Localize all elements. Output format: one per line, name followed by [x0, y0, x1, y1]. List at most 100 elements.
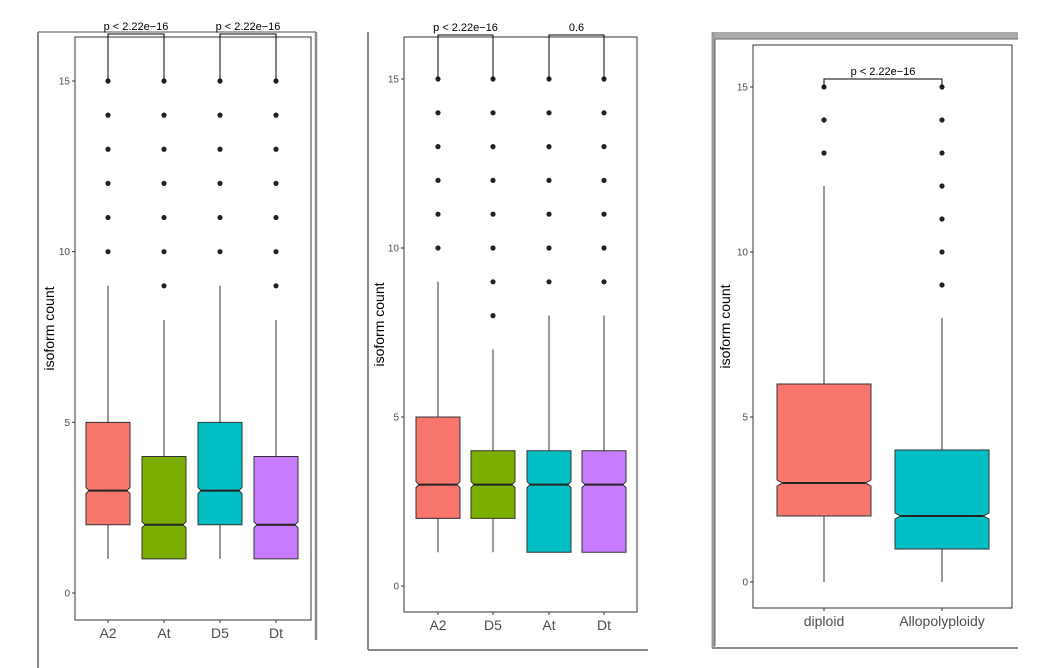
y-tick-label: 10	[737, 248, 749, 259]
outlier-point	[939, 117, 945, 123]
bracket-line	[548, 34, 605, 79]
x-tick-label: D5	[484, 617, 502, 633]
outlier-point	[601, 110, 607, 116]
outlier-point	[939, 150, 945, 156]
outlier-point	[821, 117, 827, 123]
y-axis-title: isoform count	[717, 284, 733, 368]
outlier-point	[273, 146, 279, 152]
x-tick-label: At	[157, 625, 170, 641]
outlier-point	[273, 112, 279, 118]
box-Dt	[581, 76, 627, 553]
x-tick-label: diploid	[804, 613, 844, 629]
x-tick-label: A2	[429, 617, 446, 633]
x-tick-label: Dt	[269, 625, 283, 641]
y-tick-label: 15	[388, 75, 400, 86]
outlier-point	[490, 279, 496, 285]
outlier-point	[939, 282, 945, 288]
box-body	[776, 383, 872, 517]
box-A2	[85, 78, 131, 559]
outlier-point	[161, 214, 167, 221]
y-tick-label: 0	[64, 589, 70, 600]
y-axis-title: isoform count	[41, 286, 57, 370]
outlier-point	[546, 279, 552, 285]
y-tick-label: 15	[59, 77, 71, 88]
outlier-point	[105, 146, 111, 152]
p-value-label: p < 2.22e−16	[433, 22, 498, 34]
y-tick-label: 15	[737, 83, 749, 94]
bracket-line	[437, 34, 494, 79]
comparison-bracket: p < 2.22e−16	[104, 21, 169, 81]
outlier-point	[601, 279, 607, 285]
p-value-label: p < 2.22e−16	[104, 21, 169, 33]
y-tick-label: 0	[393, 582, 399, 593]
x-tick-label: Allopolyploidy	[899, 613, 985, 629]
box-At	[526, 76, 572, 553]
comparison-bracket: p < 2.22e−16	[433, 22, 498, 79]
y-tick-label: 5	[64, 418, 70, 429]
box-D5	[470, 76, 516, 553]
box-body	[894, 449, 990, 550]
box-body	[141, 455, 187, 560]
outlier-point	[435, 144, 441, 150]
x-tick-label: At	[542, 617, 555, 633]
outlier-point	[105, 214, 111, 221]
outlier-point	[273, 180, 279, 186]
outlier-point	[546, 177, 552, 183]
outlier-point	[435, 211, 441, 217]
outlier-point	[161, 112, 167, 118]
box-body	[581, 450, 627, 553]
x-tick-label: A2	[99, 625, 116, 641]
outlier-point	[161, 146, 167, 152]
outlier-point	[217, 249, 223, 255]
y-axis-title: isoform count	[371, 282, 387, 366]
box-body	[415, 416, 461, 519]
x-tick-label: Dt	[597, 617, 611, 633]
outlier-point	[601, 245, 607, 251]
outlier-point	[161, 283, 167, 289]
outlier-point	[546, 144, 552, 150]
outlier-point	[435, 110, 441, 116]
outlier-point	[546, 110, 552, 116]
box-Allopolyploidy	[894, 84, 990, 582]
outlier-point	[490, 177, 496, 183]
outlier-point	[217, 180, 223, 186]
chart-panel-1: 0 5 10 15 isoform count A2 At D5 Dt p < 2.22e−16 p…	[37, 21, 318, 668]
box-body	[253, 455, 299, 560]
outlier-point	[105, 112, 111, 118]
y-tick-label: 10	[388, 244, 400, 255]
outlier-point	[217, 146, 223, 152]
y-tick-label: 5	[742, 413, 748, 424]
outlier-point	[273, 214, 279, 221]
box-Dt	[253, 78, 299, 560]
outlier-point	[161, 180, 167, 186]
box-diploid	[776, 84, 872, 582]
outlier-point	[601, 177, 607, 183]
p-value-label: p < 2.22e−16	[851, 66, 916, 78]
outlier-point	[490, 144, 496, 150]
outlier-point	[546, 211, 552, 217]
box-body	[85, 421, 131, 526]
bracket-line	[823, 78, 943, 87]
outlier-point	[490, 211, 496, 217]
outlier-point	[939, 249, 945, 255]
outlier-point	[939, 183, 945, 189]
outlier-point	[601, 144, 607, 150]
outlier-point	[939, 216, 945, 222]
plot-panel-border	[74, 36, 312, 621]
comparison-bracket: p < 2.22e−16	[216, 21, 280, 81]
outlier-point	[273, 249, 279, 255]
y-tick-label: 0	[742, 578, 748, 589]
y-tick-label: 10	[59, 247, 71, 258]
box-body	[197, 421, 243, 526]
plot-panel-border	[403, 36, 638, 613]
outlier-point	[105, 249, 111, 255]
y-tick-label: 5	[393, 413, 399, 424]
outlier-point	[546, 245, 552, 251]
box-D5	[197, 78, 243, 559]
outlier-point	[435, 177, 441, 183]
p-value-label: 0.6	[569, 22, 584, 34]
comparison-bracket: 0.6	[548, 22, 605, 79]
outlier-point	[217, 214, 223, 221]
x-tick-label: D5	[211, 625, 229, 641]
